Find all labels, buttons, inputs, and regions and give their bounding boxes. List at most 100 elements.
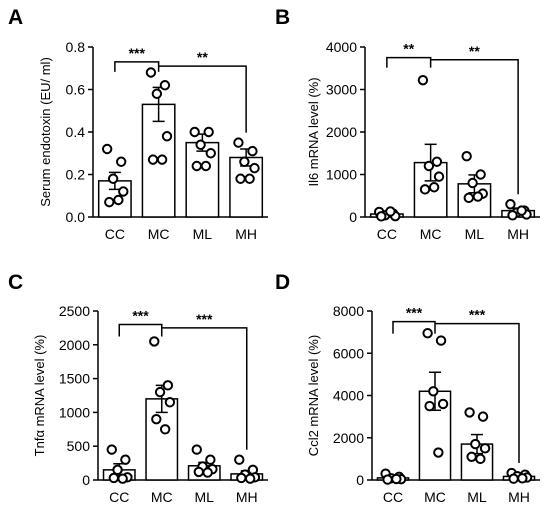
panel-d-y-tick-label: 2000 [333,430,364,446]
panel-letter-c: C [8,271,23,294]
panel-d-point-mh [508,473,519,484]
panel-c-point-mh [236,472,247,484]
panel-d-y-tick-label: 0 [356,472,364,488]
panel-a-significance-bracket [158,65,247,133]
panel-b-point-mc [419,184,431,195]
panel-d-point-mc [437,398,449,410]
panel-a-y-tick-label: 0.4 [66,124,86,140]
panel-d-point-mc [422,327,433,339]
panel-b-y-tick-label: 0 [349,209,357,225]
panel-a-x-tick-label: ML [193,226,213,242]
panel-d-point-ml [470,438,481,450]
panel-c-point-cc [106,444,117,455]
panel-c-point-mc [154,386,166,398]
panel-b-x-tick-label: ML [465,226,485,242]
panel-d-point-cc [382,474,393,485]
panel-c-bar-mc [145,398,179,481]
panel-a-x-tick-label: MH [235,226,257,242]
panel-d-y-tick-label: 8000 [333,303,364,319]
panel-a-point-ml [191,160,202,172]
panel-c-y-tick-label: 2500 [59,303,90,319]
panel-b-x-tick-label: MH [507,226,529,242]
panel-d-y-tick-label: 4000 [333,388,364,404]
panel-b-point-mh [507,210,518,221]
panel-c-significance-bracket [118,323,163,337]
panel-b-point-mc [431,156,443,167]
panel-a-point-cc [104,196,115,208]
panel-c-point-mc [164,397,176,408]
panel-a-significance-label: ** [197,49,208,65]
panel-d-x-tick-label: CC [383,489,403,505]
panel-a-point-mc [161,131,173,142]
panel-c-x-tick-label: ML [195,489,215,505]
panel-c-point-cc [108,472,120,484]
panel-c-x-tick-label: MH [236,489,258,505]
panel-c-y-axis-title: Tnfα mRNA level (%) [32,335,47,457]
panel-b-point-mc [417,74,429,86]
panel-a-point-mh [244,173,255,184]
panel-d-point-ml [479,443,491,454]
panel-a-y-tick-label: 0.8 [66,39,86,55]
panel-letter-d: D [275,271,290,294]
panel-letter-a: A [8,6,23,29]
panel-c-significance-label: *** [196,311,213,327]
panel-a-point-ml [205,148,216,159]
panel-a-point-cc [115,156,127,167]
panel-c-significance-label: *** [132,308,149,324]
panel-b-point-mc [428,182,440,193]
panel-d-point-ml [475,453,486,465]
panel-a-point-mc [145,67,157,78]
panel-d-x-tick-label: MH [508,489,530,505]
panel-d-point-ml [466,451,477,462]
panel-b-y-tick-label: 4000 [326,39,357,55]
panel-a-point-mh [247,145,258,157]
panel-a-point-mc [156,154,168,165]
panel-c-point-cc [112,464,123,476]
panel-a-point-mh [235,173,246,184]
panel-b-significance-bracket [430,59,519,195]
panel-a-point-ml [203,126,214,138]
panel-d-point-mc [428,386,439,397]
panel-a-point-cc [113,194,124,206]
panel-b-y-tick-label: 2000 [326,124,357,140]
panel-d-x-tick-label: ML [467,489,487,505]
panel-a-point-mc [147,154,159,165]
panel-d-significance-bracket [435,322,520,464]
panel-c-point-ml [205,454,216,465]
panel-c-y-tick-label: 500 [67,438,91,454]
panel-a-x-tick-label: CC [105,226,125,242]
panel-d-x-tick-label: MC [424,489,446,505]
panel-b-point-mh [505,199,516,210]
panel-c-point-cc [120,454,131,465]
panel-a-y-axis-title: Serum endotoxin (EU/ ml) [38,57,53,207]
panel-c-point-ml [193,466,205,478]
panel-d-point-mc [433,447,444,458]
panel-d-point-ml [477,411,489,422]
panel-letter-b: B [275,6,290,29]
panel-d-point-mc [424,400,435,412]
panel-c-x-tick-label: CC [109,489,129,505]
panel-c-y-tick-label: 1000 [59,404,90,420]
panel-b-point-ml [467,177,478,189]
panel-c-y-tick-label: 1500 [59,371,90,387]
panel-c-x-tick-label: MC [151,489,173,505]
panel-a-point-mc [159,80,171,91]
panel-b-point-ml [472,191,484,202]
panel-d-significance-label: *** [406,305,423,321]
panel-d-y-tick-label: 6000 [333,345,364,361]
panel-c-y-tick-label: 2000 [59,337,90,353]
panel-d-point-mc [435,335,447,346]
panel-a-point-ml [189,126,200,138]
panel-b-point-mh [516,205,527,216]
panel-a-point-cc [107,173,119,184]
panel-c-point-mc [159,424,171,435]
panel-a-x-tick-label: MC [148,226,170,242]
panel-a-point-mc [151,88,163,99]
panel-d-significance-bracket [392,320,436,334]
panel-c-y-tick-label: 0 [82,472,90,488]
panel-a-point-mh [233,137,244,148]
panel-b-point-cc [376,211,387,222]
panel-b-significance-label: ** [403,41,414,57]
panel-c-point-cc [117,473,128,484]
